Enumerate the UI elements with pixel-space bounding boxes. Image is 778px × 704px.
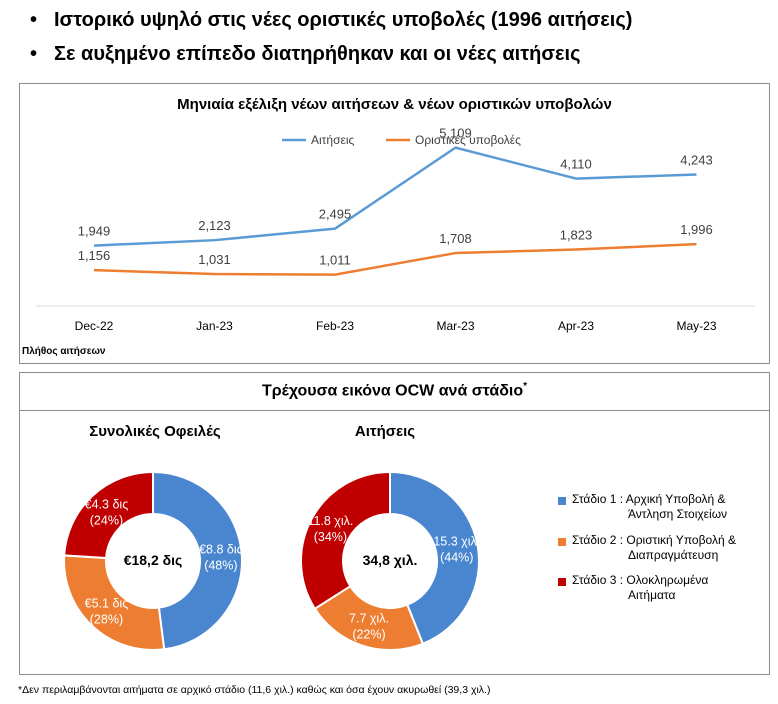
data-label: 1,156 [78, 248, 111, 263]
legend-swatch-stage3 [558, 578, 566, 586]
legend-stage3-line2: Αιτήματα [628, 588, 676, 602]
legend-label-1: Αιτήσεις [311, 133, 355, 147]
pie-1-slice-1 [152, 470, 243, 651]
bullet-2: • Σε αυξημένο επίπεδο διατηρήθηκαν και οι… [30, 43, 580, 66]
bullet-1-text: Ιστορικό υψηλό στις νέες οριστικές υποβο… [54, 9, 633, 31]
ocw-title: Τρέχουσα εικόνα OCW ανά στάδιο* [20, 381, 769, 400]
legend-stage2-line2: Διαπραγμάτευση [628, 548, 719, 562]
x-tick-label: Jan-23 [196, 319, 233, 333]
legend-stage1-line2: Άντληση Στοιχείων [628, 507, 728, 521]
legend-item-stage2: Στάδιο 2 : Οριστική Υποβολή & Διαπραγμάτ… [572, 533, 736, 563]
ocw-title-text: Τρέχουσα εικόνα OCW ανά στάδιο [261, 382, 524, 400]
data-label: 4,110 [560, 157, 592, 172]
x-tick-label: Feb-23 [316, 319, 354, 333]
pie-2-slice-1 [389, 470, 480, 646]
pie-1-slice-label: (48%) [204, 559, 237, 573]
data-label: 1,949 [78, 224, 111, 239]
pie-2-slice-label: (34%) [314, 530, 347, 544]
legend-stage1-line1: Στάδιο 1 : Αρχική Υποβολή & [572, 492, 726, 506]
line-chart: Dec-22 Jan-23 Feb-23 Mar-23 Apr-23 May-23 1,94… [36, 126, 755, 333]
pie-2-slice-3 [300, 470, 391, 611]
pie-2-title: Αιτήσεις [354, 423, 416, 440]
pie-2-slice-label: 15.3 χιλ. [433, 534, 480, 548]
ocw-header [20, 373, 769, 411]
pie-2-slice-label: (44%) [440, 550, 473, 564]
footnote: *Δεν περιλαμβάνονται αιτήματα σε αρχικό … [18, 684, 491, 696]
series-line-2 [93, 242, 697, 276]
pie-2-slice-label: 11.8 χιλ. [307, 514, 353, 528]
data-label: 4,243 [680, 152, 713, 167]
y-axis-label: Πλήθος αιτήσεων [22, 346, 106, 357]
bullet-dot: • [30, 9, 38, 31]
legend-item-stage1: Στάδιο 1 : Αρχική Υποβολή & Άντληση Στοι… [572, 492, 727, 522]
data-label: 5,109 [439, 126, 472, 141]
x-tick-label: Apr-23 [558, 319, 594, 333]
data-label: 2,123 [198, 218, 231, 233]
x-tick-label: Mar-23 [436, 319, 474, 333]
pie-1-center-label: €18,2 δις [123, 552, 183, 568]
pie-1-slice-2 [63, 554, 166, 651]
line-chart-panel: Μηνιαία εξέλιξη νέων αιτήσεων & νέων ορι… [19, 83, 770, 364]
series-line-1 [93, 146, 697, 247]
pie-2-slice-label: (22%) [352, 628, 385, 642]
x-tick-label: May-23 [676, 319, 716, 333]
data-label: 1,031 [198, 252, 231, 267]
legend-swatch-stage1 [558, 497, 566, 505]
pie-1-slice-3 [63, 470, 154, 560]
bullet-2-text: Σε αυξημένο επίπεδο διατηρήθηκαν και οι … [54, 43, 581, 65]
bullet-1: • Ιστορικό υψηλό στις νέες οριστικές υποβ… [30, 9, 632, 32]
data-label: 1,823 [560, 227, 593, 242]
pie-1-slice-label: (24%) [90, 513, 123, 527]
x-tick-label: Dec-22 [75, 319, 114, 333]
pie-1-slice-label: €4.3 δις [85, 497, 129, 511]
legend-label-2: Οριστικές υποβολές [415, 133, 521, 147]
data-label: 1,011 [319, 253, 351, 268]
line-chart-title: Μηνιαία εξέλιξη νέων αιτήσεων & νέων ορι… [177, 96, 612, 113]
pie-1-slice-label: €5.1 δις [85, 597, 129, 611]
legend-stage3-line1: Στάδιο 3 : Ολοκληρωμένα [572, 573, 709, 587]
pie-2-center-label: 34,8 χιλ. [362, 552, 418, 568]
data-label: 2,495 [319, 207, 352, 222]
legend-item-stage3: Στάδιο 3 : Ολοκληρωμένα Αιτήματα [572, 573, 708, 603]
legend-stage2-line1: Στάδιο 2 : Οριστική Υποβολή & [572, 533, 736, 547]
pie-1-slice-label: (28%) [90, 613, 123, 627]
pie-2-slice-label: 7.7 χιλ. [349, 612, 389, 626]
pie-1-title: Συνολικές Οφειλές [89, 423, 221, 440]
data-label: 1,708 [439, 231, 472, 246]
ocw-title-sup: * [523, 381, 528, 392]
data-label: 1,996 [680, 222, 713, 237]
legend-swatch-stage2 [558, 538, 566, 546]
bullet-dot: • [30, 43, 38, 65]
pie-1-slice-label: €8.8 δις [199, 543, 243, 557]
